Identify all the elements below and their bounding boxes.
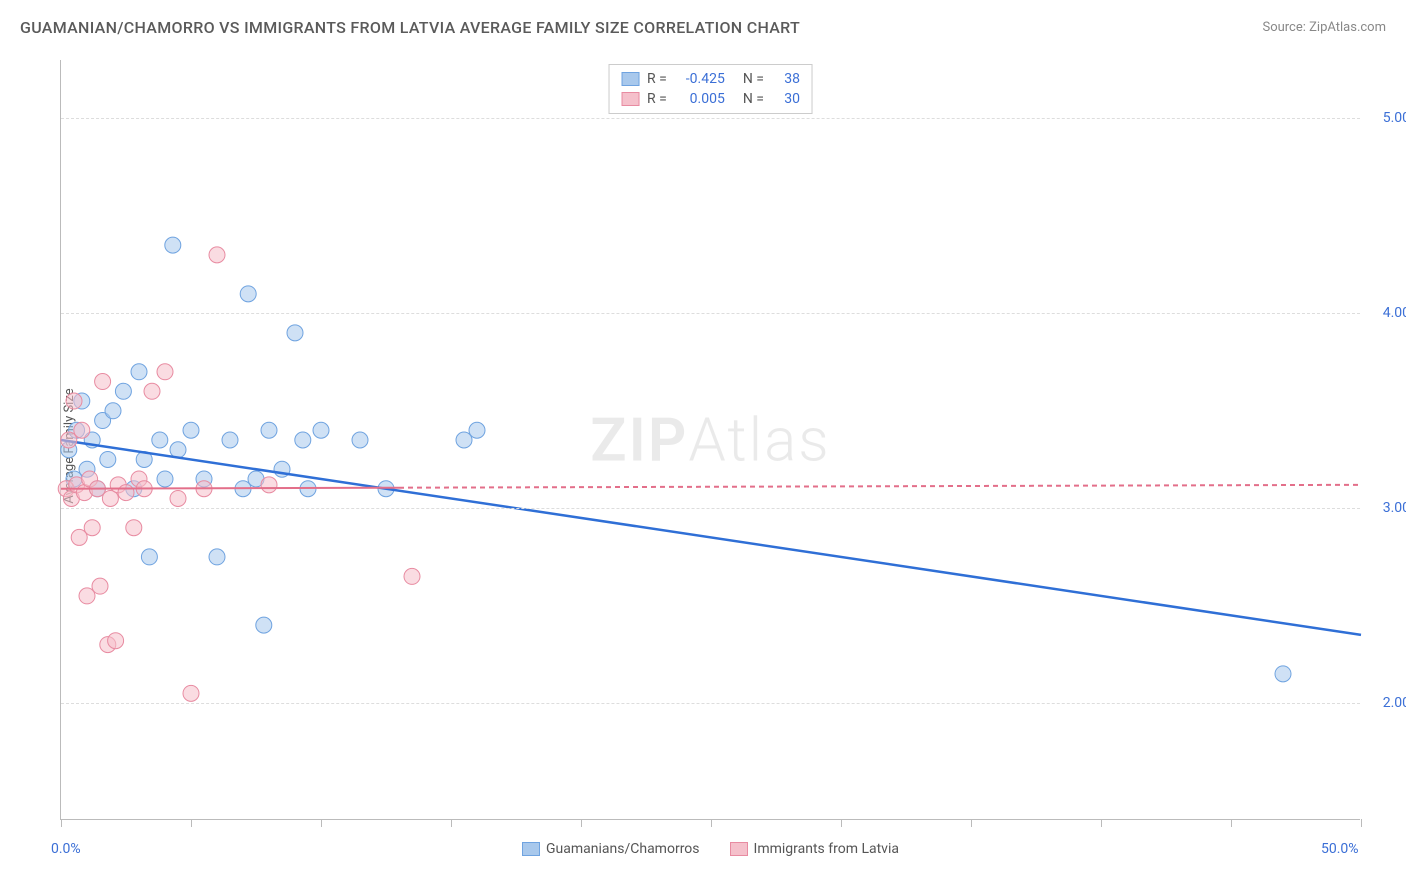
trend-line-dashed [399, 485, 1361, 488]
x-tick-label: 0.0% [51, 841, 81, 857]
data-point [261, 422, 277, 438]
data-point [152, 432, 168, 448]
data-point [256, 617, 272, 633]
data-point [157, 471, 173, 487]
data-point [222, 432, 238, 448]
trend-line [61, 440, 1361, 635]
x-tick [191, 819, 192, 827]
data-point [165, 237, 181, 253]
x-tick [451, 819, 452, 827]
gridline-h [61, 508, 1360, 509]
x-tick [1231, 819, 1232, 827]
data-point [100, 451, 116, 467]
title-bar: GUAMANIAN/CHAMORRO VS IMMIGRANTS FROM LA… [20, 18, 1386, 37]
legend-n-value: 30 [772, 91, 800, 107]
data-point [240, 286, 256, 302]
legend-r-value: 0.005 [675, 91, 725, 107]
legend-series-label: Immigrants from Latvia [754, 841, 899, 857]
legend-n-value: 38 [772, 71, 800, 87]
data-point [95, 374, 111, 390]
trend-line [61, 488, 399, 489]
data-point [144, 383, 160, 399]
legend-correlation-row: R = 0.005 N = 30 [621, 89, 800, 109]
legend-n-label: N = [743, 91, 764, 107]
legend-correlation-box: R = -0.425 N = 38 R = 0.005 N = 30 [608, 64, 813, 114]
data-point [157, 364, 173, 380]
chart-title: GUAMANIAN/CHAMORRO VS IMMIGRANTS FROM LA… [20, 18, 800, 37]
data-point [131, 364, 147, 380]
data-point [66, 393, 82, 409]
legend-correlation-row: R = -0.425 N = 38 [621, 69, 800, 89]
legend-series: Guamanians/Chamorros Immigrants from Latv… [61, 841, 1360, 857]
data-point [261, 477, 277, 493]
chart-container: GUAMANIAN/CHAMORRO VS IMMIGRANTS FROM LA… [0, 0, 1406, 892]
gridline-h [61, 313, 1360, 314]
data-point [115, 383, 131, 399]
data-point [84, 520, 100, 536]
data-point [183, 422, 199, 438]
gridline-h [61, 118, 1360, 119]
plot-svg [61, 60, 1360, 819]
data-point [74, 422, 90, 438]
x-tick [581, 819, 582, 827]
x-tick [321, 819, 322, 827]
data-point [295, 432, 311, 448]
data-point [183, 685, 199, 701]
plot-area: ZIPAtlas R =-0.425N =38R =0.005N =30 Gua… [60, 60, 1360, 820]
x-tick [61, 819, 62, 827]
legend-swatch [621, 92, 639, 106]
data-point [209, 549, 225, 565]
data-point [92, 578, 108, 594]
gridline-h [61, 703, 1360, 704]
data-point [141, 549, 157, 565]
data-point [1275, 666, 1291, 682]
data-point [287, 325, 303, 341]
data-point [313, 422, 329, 438]
legend-r-label: R = [647, 71, 667, 87]
data-point [126, 520, 142, 536]
source-label: Source: ZipAtlas.com [1262, 20, 1386, 35]
x-tick [841, 819, 842, 827]
data-point [108, 633, 124, 649]
data-point [469, 422, 485, 438]
legend-n-label: N = [743, 71, 764, 87]
legend-swatch [522, 842, 540, 856]
legend-series-item: Immigrants from Latvia [730, 841, 899, 857]
x-tick-label: 50.0% [1321, 841, 1359, 857]
legend-r-label: R = [647, 91, 667, 107]
legend-series-label: Guamanians/Chamorros [546, 841, 700, 857]
x-tick [1361, 819, 1362, 827]
x-tick [1101, 819, 1102, 827]
y-tick-label: 5.00 [1383, 110, 1406, 126]
x-tick [711, 819, 712, 827]
data-point [105, 403, 121, 419]
data-point [170, 442, 186, 458]
data-point [170, 490, 186, 506]
data-point [352, 432, 368, 448]
data-point [404, 568, 420, 584]
data-point [118, 485, 134, 501]
data-point [209, 247, 225, 263]
legend-series-item: Guamanians/Chamorros [522, 841, 700, 857]
y-tick-label: 3.00 [1383, 500, 1406, 516]
x-tick [971, 819, 972, 827]
legend-swatch [621, 72, 639, 86]
y-tick-label: 4.00 [1383, 305, 1406, 321]
y-tick-label: 2.00 [1383, 695, 1406, 711]
legend-r-value: -0.425 [675, 71, 725, 87]
legend-swatch [730, 842, 748, 856]
